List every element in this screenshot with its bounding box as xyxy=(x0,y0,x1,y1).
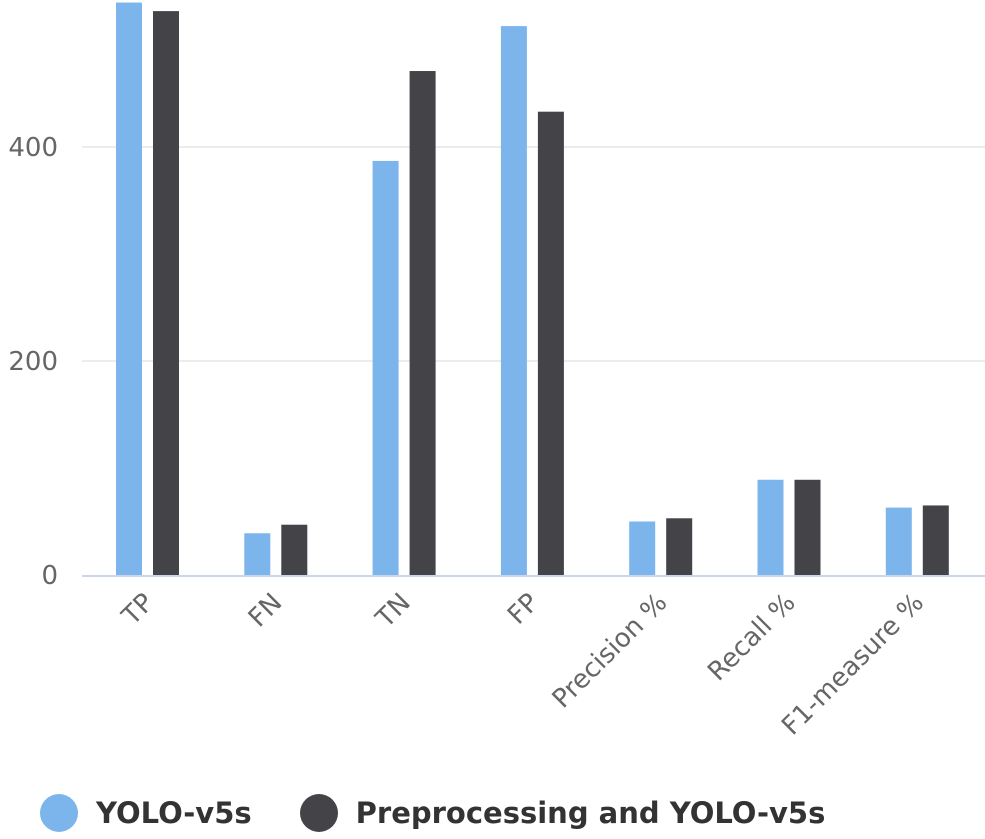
y-tick-label: 200 xyxy=(8,347,58,377)
y-tick-label: 400 xyxy=(8,133,58,163)
bar-preprocessing[interactable] xyxy=(666,518,693,575)
legend-swatch-preprocessing xyxy=(299,794,338,832)
gridlines xyxy=(82,146,985,362)
bar-preprocessing[interactable] xyxy=(153,11,179,576)
legend-label-yolo: YOLO-v5s xyxy=(96,796,252,830)
bars xyxy=(116,2,949,576)
legend: YOLO-v5s Preprocessing and YOLO-v5s xyxy=(40,788,873,838)
bar-yolo[interactable] xyxy=(116,2,142,576)
bar-preprocessing[interactable] xyxy=(922,505,949,575)
x-tick-label: TP xyxy=(116,588,160,632)
legend-label-preprocessing: Preprocessing and YOLO-v5s xyxy=(355,796,826,830)
y-axis-ticks: 0 200 400 xyxy=(8,133,58,591)
x-tick-label: Precision % xyxy=(547,588,674,715)
bar-yolo[interactable] xyxy=(757,479,784,575)
x-tick-label: TN xyxy=(370,588,417,635)
bar-yolo[interactable] xyxy=(629,521,656,576)
x-tick-label: FP xyxy=(502,588,545,631)
legend-item-preprocessing[interactable]: Preprocessing and YOLO-v5s xyxy=(299,794,826,832)
bar-yolo[interactable] xyxy=(885,507,912,575)
x-tick-label: Recall % xyxy=(702,588,801,687)
bar-yolo[interactable] xyxy=(372,160,399,575)
bar-preprocessing[interactable] xyxy=(537,111,564,575)
bar-preprocessing[interactable] xyxy=(794,479,821,575)
x-tick-label: FN xyxy=(243,588,289,634)
bar-preprocessing[interactable] xyxy=(281,524,308,575)
legend-swatch-yolo xyxy=(40,794,78,832)
bar-yolo[interactable] xyxy=(500,26,527,575)
x-axis-labels: TP FN TN FP Precision % Recall %F1-measure % xyxy=(116,588,930,742)
legend-item-yolo[interactable]: YOLO-v5s xyxy=(40,794,252,832)
y-tick-label: 0 xyxy=(41,561,58,591)
bar-preprocessing[interactable] xyxy=(409,71,436,575)
bar-yolo[interactable] xyxy=(244,533,271,575)
